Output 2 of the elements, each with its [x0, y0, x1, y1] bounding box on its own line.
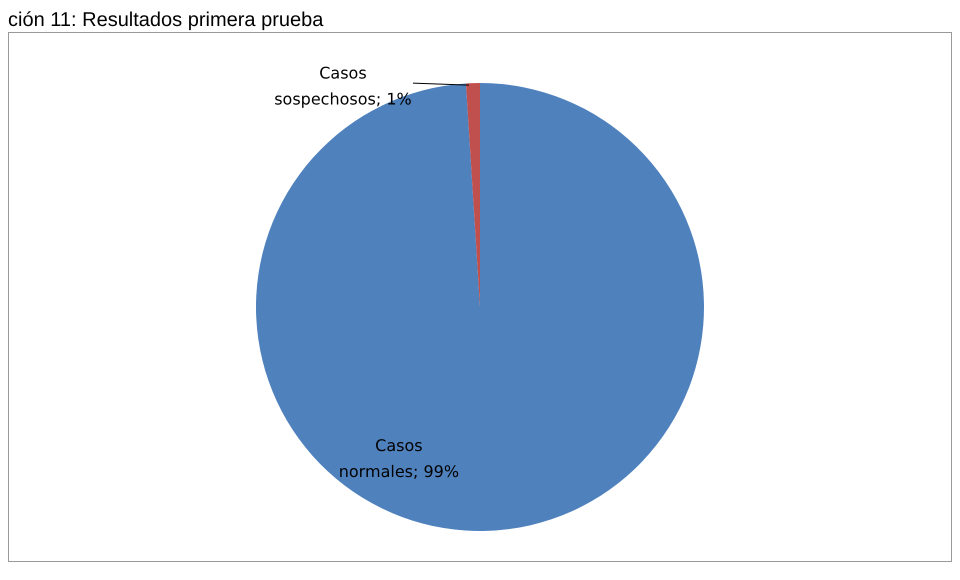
chart-title: ción 11: Resultados primera prueba: [8, 8, 324, 32]
slice-label: Casos normales; 99%: [338, 436, 460, 481]
